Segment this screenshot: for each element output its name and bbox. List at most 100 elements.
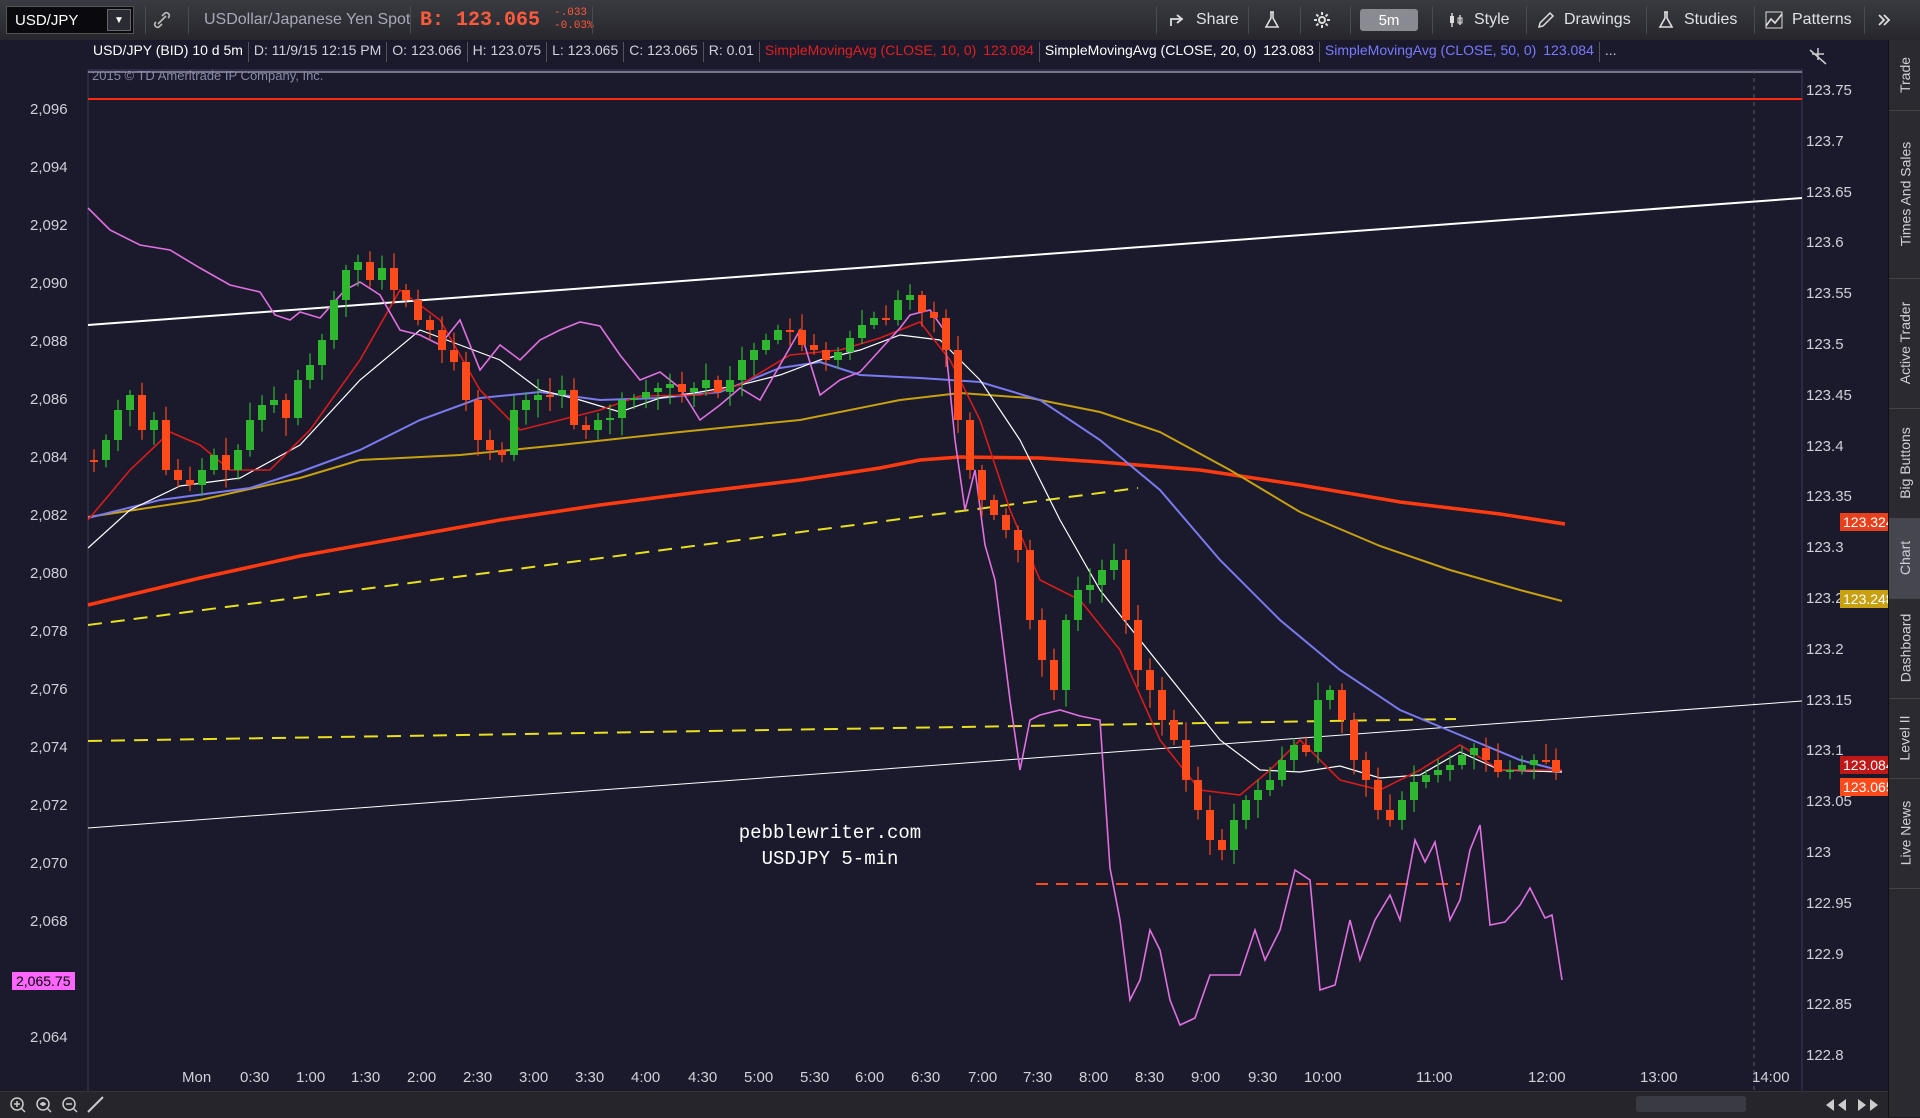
link-icon[interactable] [152, 0, 172, 40]
time-axis-tick: 8:30 [1135, 1069, 1165, 1086]
candle-body [1002, 515, 1010, 530]
style-label: Style [1474, 11, 1510, 28]
flask-button[interactable] [1262, 0, 1282, 40]
sidebar-tab-big-buttons[interactable]: Big Buttons [1889, 408, 1920, 519]
sidebar-tab-live-news[interactable]: Live News [1889, 778, 1920, 889]
zoom-out-icon[interactable] [62, 1097, 78, 1113]
scroll-arrows[interactable] [1824, 1096, 1888, 1114]
time-axis-tick: 2:30 [463, 1069, 493, 1086]
right-axis-tick: 123.45 [1806, 386, 1852, 404]
spx-overlay-line [87, 207, 1563, 1027]
scroll-right-icon[interactable] [1858, 1099, 1866, 1111]
sma20-value: 123.083 [1258, 42, 1320, 62]
symbol-description: USDollar/Japanese Yen Spot [204, 11, 411, 28]
sidebar-tab-label: Big Buttons [1897, 427, 1914, 499]
scroll-left-icon[interactable] [1826, 1099, 1834, 1111]
sma-20-line [87, 329, 1563, 779]
candle-body [1230, 820, 1238, 850]
divider [1864, 6, 1865, 34]
candle-body [1146, 670, 1154, 690]
candle-body [378, 268, 386, 280]
chart-area[interactable] [0, 40, 1888, 1117]
drawings-button[interactable]: Drawings [1536, 0, 1631, 40]
sidebar-tab-trade[interactable]: Trade [1889, 40, 1920, 111]
time-axis-tick: 5:00 [744, 1069, 774, 1086]
sidebar-tab-chart[interactable]: Chart [1889, 518, 1920, 599]
zoom-in-icon[interactable] [10, 1097, 26, 1113]
candle-body [546, 395, 554, 397]
draw-line-icon[interactable] [87, 1096, 104, 1113]
change-percent: -0.03% [554, 20, 594, 32]
sidebar-tab-level-ii[interactable]: Level II [1889, 698, 1920, 779]
left-axis-tick: 2,080 [30, 565, 68, 582]
candle-body [1086, 585, 1094, 590]
divider [1526, 6, 1527, 34]
timeframe-selector[interactable]: 5m [1360, 9, 1418, 31]
candle-body [1410, 782, 1418, 800]
gear-icon [1314, 12, 1330, 28]
patterns-button[interactable]: Patterns [1764, 0, 1852, 40]
studies-button[interactable]: Studies [1656, 0, 1737, 40]
sma50-label: SimpleMovingAvg (CLOSE, 50, 0) [1324, 42, 1537, 58]
share-button[interactable]: Share [1168, 0, 1239, 40]
zoom-controls[interactable] [8, 1095, 108, 1115]
copyright-text: 2015 © TD Ameritrade IP Company, Inc. [92, 68, 324, 83]
sidebar-tab-times-and-sales[interactable]: Times And Sales [1889, 110, 1920, 279]
candle-body [114, 410, 122, 440]
right-axis-tick: 122.85 [1806, 996, 1852, 1014]
bar-high: H: 123.075 [468, 42, 548, 62]
candle-body [990, 500, 998, 515]
candle-body [630, 398, 638, 400]
candle-body [930, 312, 938, 318]
symbol-label: USD/JPY [15, 11, 79, 29]
candle-body [1194, 780, 1202, 810]
right-axis-tick: 123 [1806, 844, 1832, 861]
sidebar-tab-active-trader[interactable]: Active Trader [1889, 278, 1920, 409]
candle-body [222, 455, 230, 470]
divider [410, 6, 411, 34]
sidebar-tab-dashboard[interactable]: Dashboard [1889, 598, 1920, 699]
more-studies[interactable]: ... [1604, 42, 1617, 58]
candle-body [1170, 720, 1178, 740]
sidebar-tab-label: Live News [1897, 800, 1913, 866]
candle-body [858, 325, 866, 338]
drawings-label: Drawings [1564, 11, 1631, 28]
candle-body [678, 384, 686, 392]
candle-body [1482, 748, 1490, 760]
time-axis-tick: 4:00 [631, 1069, 661, 1086]
candle-body [150, 420, 158, 430]
candle-body [762, 340, 770, 350]
symbol-selector[interactable]: USD/JPY ▼ [6, 6, 134, 34]
study-info-bar: USD/JPY (BID) 10 d 5m D: 11/9/15 12:15 P… [88, 42, 1622, 62]
right-axis-tick: 122.9 [1806, 945, 1844, 963]
time-axis-tick: 3:30 [575, 1069, 605, 1086]
candle-body [618, 400, 626, 418]
top-toolbar: USD/JPY ▼ USDollar/Japanese Yen Spot B: … [0, 0, 1920, 41]
candle-body [474, 400, 482, 440]
candle-body [1038, 620, 1046, 660]
divider [592, 6, 593, 34]
candle-body [834, 352, 842, 360]
right-axis-tick: 123.05 [1806, 793, 1852, 811]
left-axis-tick: 2,096 [30, 101, 68, 118]
right-axis-tick: 123.5 [1806, 336, 1844, 353]
divider [188, 6, 189, 34]
style-button[interactable]: Style [1446, 0, 1510, 40]
left-axis-tick: 2,072 [30, 797, 68, 814]
settings-button[interactable] [1312, 0, 1332, 40]
left-axis-tick: 2,074 [30, 739, 68, 756]
candle-body [1026, 550, 1034, 620]
time-axis-tick: 3:00 [519, 1069, 549, 1086]
toolbar-overflow-button[interactable] [1874, 0, 1894, 40]
price-chart[interactable] [0, 40, 1888, 1117]
scrollbar-thumb[interactable] [1636, 1096, 1746, 1112]
left-axis-tick: 2,088 [30, 333, 68, 350]
candle-body [1302, 745, 1310, 752]
zoom-fit-icon[interactable] [36, 1097, 52, 1113]
divider [1156, 6, 1157, 34]
candle-body [90, 460, 98, 462]
candle-body [414, 300, 422, 320]
candle-body [1494, 760, 1502, 772]
right-axis-tick: 123.35 [1806, 488, 1852, 506]
chevron-down-icon[interactable]: ▼ [107, 9, 131, 31]
